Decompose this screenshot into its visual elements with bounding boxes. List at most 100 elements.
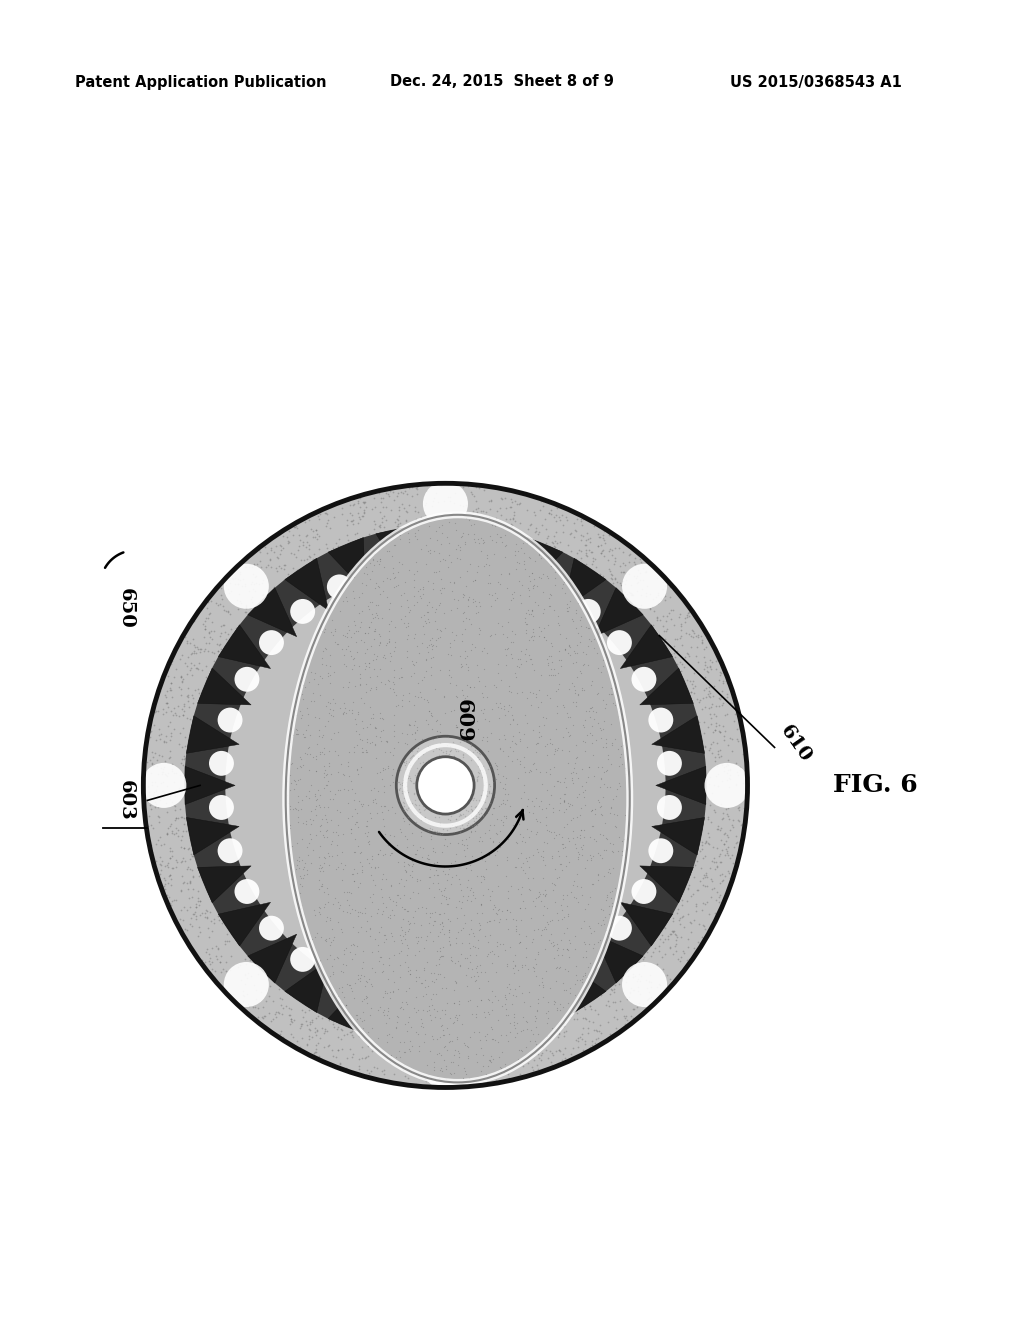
Point xyxy=(481,1003,498,1024)
Point xyxy=(288,767,304,788)
Point xyxy=(229,830,246,851)
Point xyxy=(403,863,420,884)
Point xyxy=(585,916,601,937)
Point xyxy=(377,931,393,952)
Point xyxy=(474,1048,490,1069)
Point xyxy=(452,751,468,772)
Point xyxy=(293,851,309,873)
Point xyxy=(336,954,352,975)
Point xyxy=(167,702,183,723)
Point xyxy=(492,738,508,759)
Point xyxy=(639,735,655,756)
Point xyxy=(346,854,362,875)
Point xyxy=(385,562,401,583)
Point xyxy=(327,741,343,762)
Point xyxy=(338,797,354,818)
Point xyxy=(526,655,543,676)
Point xyxy=(207,853,223,874)
Point xyxy=(578,946,594,968)
Point xyxy=(485,682,502,704)
Point xyxy=(542,645,558,667)
Point xyxy=(477,911,494,932)
Point xyxy=(435,810,452,832)
Point xyxy=(436,781,453,803)
Point xyxy=(453,656,469,677)
Point xyxy=(319,902,336,923)
Point xyxy=(454,644,470,665)
Point xyxy=(420,774,436,795)
Point xyxy=(560,601,577,622)
Point xyxy=(272,1020,289,1041)
Point xyxy=(513,537,529,558)
Point xyxy=(604,579,621,601)
Point xyxy=(473,841,489,862)
Point xyxy=(429,747,445,768)
Point xyxy=(530,726,547,747)
Point xyxy=(393,766,410,787)
Point xyxy=(394,482,411,503)
Point xyxy=(502,962,518,983)
Point xyxy=(374,609,390,630)
Point xyxy=(449,907,465,928)
Point xyxy=(274,1027,291,1048)
Point xyxy=(442,1002,459,1023)
Point xyxy=(284,635,300,656)
Point xyxy=(249,686,265,708)
Point xyxy=(672,722,688,743)
Point xyxy=(342,495,358,516)
Point xyxy=(598,890,614,911)
Point xyxy=(636,805,652,826)
Point xyxy=(512,924,528,945)
Point xyxy=(536,986,552,1007)
Point xyxy=(553,929,569,950)
Point xyxy=(378,510,394,531)
Point xyxy=(225,652,242,673)
Point xyxy=(624,845,640,866)
Point xyxy=(380,941,396,962)
Point xyxy=(588,737,604,758)
Point xyxy=(351,902,368,923)
Point xyxy=(606,789,623,810)
Point xyxy=(401,865,418,886)
Point xyxy=(433,799,450,820)
Point xyxy=(484,1028,501,1049)
Point xyxy=(572,917,589,939)
Point xyxy=(488,657,505,678)
Point xyxy=(564,652,581,673)
Point xyxy=(637,672,653,693)
Point xyxy=(623,585,639,606)
Point xyxy=(444,903,461,924)
Point xyxy=(361,793,378,814)
Point xyxy=(423,624,439,645)
Point xyxy=(200,591,216,612)
Point xyxy=(346,610,362,631)
Point xyxy=(466,620,482,642)
Point xyxy=(492,706,508,727)
Point xyxy=(597,840,613,861)
Point xyxy=(469,767,485,788)
Point xyxy=(487,677,504,698)
Point xyxy=(677,611,693,632)
Point xyxy=(398,628,415,649)
Point xyxy=(414,630,430,651)
Point xyxy=(519,614,536,635)
Point xyxy=(430,645,446,667)
Point xyxy=(454,1018,470,1039)
Point xyxy=(416,800,432,821)
Point xyxy=(398,663,415,684)
Point xyxy=(493,697,509,718)
Point xyxy=(716,834,732,855)
Point xyxy=(541,821,557,842)
Point xyxy=(227,628,244,649)
Point xyxy=(233,755,250,776)
Point xyxy=(316,956,333,977)
Point xyxy=(513,1016,529,1038)
Point xyxy=(151,807,167,828)
Point xyxy=(435,602,452,623)
Point xyxy=(508,647,524,668)
Point xyxy=(604,770,621,791)
Point xyxy=(570,700,587,721)
Point xyxy=(546,874,562,895)
Point xyxy=(447,755,464,776)
Point xyxy=(313,685,330,706)
